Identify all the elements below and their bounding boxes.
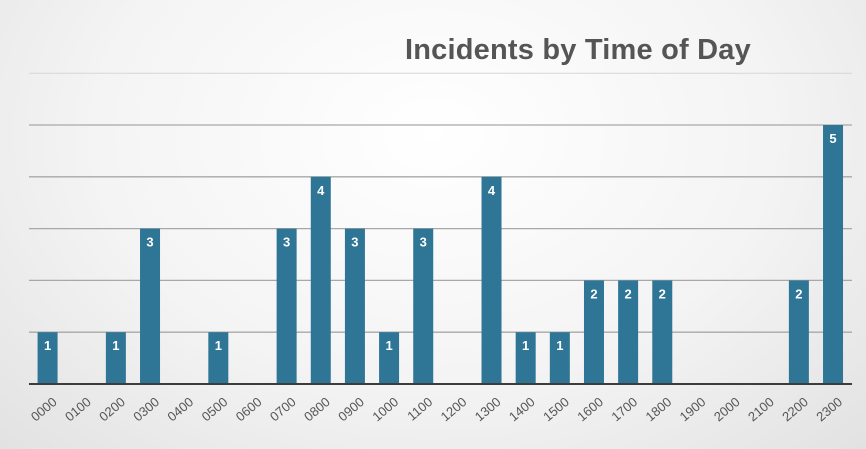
x-tick-label: 0800 [301, 394, 333, 424]
x-tick-label: 1100 [404, 394, 435, 423]
bar [344, 228, 365, 384]
bar [140, 228, 161, 384]
x-tick-label: 0500 [199, 394, 231, 424]
bar [413, 228, 434, 384]
x-tick-label: 1900 [677, 394, 709, 424]
bar-value-label: 3 [420, 235, 427, 250]
chart-title: Incidents by Time of Day [405, 34, 751, 66]
bar-value-label: 3 [146, 235, 153, 250]
bar [823, 125, 844, 384]
x-tick-label: 0700 [267, 394, 299, 424]
bar-value-label: 2 [590, 286, 597, 301]
x-tick-label: 1200 [438, 394, 470, 424]
bar [549, 332, 570, 384]
bar [788, 280, 809, 384]
x-tick-label: 0300 [130, 394, 162, 424]
x-tick-label: 0600 [233, 394, 265, 424]
bar-value-label: 1 [44, 338, 51, 353]
bar [583, 280, 604, 384]
bar-value-label: 4 [488, 183, 496, 198]
x-tick-label: 1400 [506, 394, 538, 424]
bar-value-label: 2 [659, 286, 666, 301]
bar-value-label: 1 [522, 338, 529, 353]
x-tick-label: 0200 [96, 394, 128, 424]
bars [37, 125, 844, 384]
x-tick-labels: 0000 0100 0200 0300 0400 0500 0600 0700 0800 0900… [28, 394, 845, 424]
bar-value-label: 1 [215, 338, 222, 353]
x-tick-label: 1500 [540, 394, 572, 424]
bar [208, 332, 229, 384]
bar-value-label: 3 [351, 235, 358, 250]
x-tick-label: 0400 [164, 394, 196, 424]
x-tick-label: 1300 [472, 394, 504, 424]
bar-value-label: 1 [112, 338, 119, 353]
data-labels: 1 1 3 1 3 4 3 1 3 4 1 1 2 2 2 2 5 [44, 131, 837, 353]
bar-value-label: 2 [625, 286, 632, 301]
bar [481, 176, 502, 384]
bar-value-label: 1 [385, 338, 392, 353]
x-tick-label: 1000 [369, 394, 401, 424]
bar-value-label: 5 [829, 131, 836, 146]
bar [515, 332, 536, 384]
bar [105, 332, 126, 384]
bar [379, 332, 400, 384]
x-tick-label: 0900 [335, 394, 367, 424]
bar-value-label: 4 [317, 183, 325, 198]
bar-value-label: 3 [283, 235, 290, 250]
bar [276, 228, 297, 384]
x-tick-label: 2100 [745, 394, 777, 424]
x-tick-label: 2300 [813, 394, 845, 424]
x-tick-label: 2000 [711, 394, 743, 424]
bar-value-label: 2 [795, 286, 802, 301]
bar [37, 332, 58, 384]
bar [652, 280, 673, 384]
x-tick-label: 1600 [574, 394, 606, 424]
x-tick-label: 0100 [62, 394, 94, 424]
bar-value-label: 1 [556, 338, 563, 353]
x-tick-label: 1800 [643, 394, 675, 424]
bar [310, 176, 331, 384]
x-tick-label: 0000 [28, 394, 60, 424]
gridlines [29, 72, 852, 333]
x-tick-label: 1700 [608, 394, 640, 424]
x-tick-label: 2200 [779, 394, 811, 424]
bar [618, 280, 639, 384]
